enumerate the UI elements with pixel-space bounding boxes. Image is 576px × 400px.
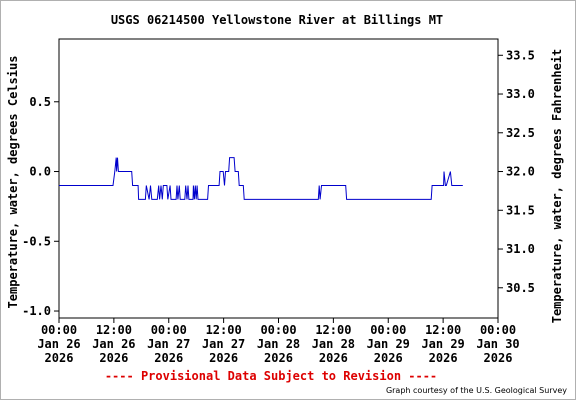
x-tick-label: 2026 [319, 351, 348, 365]
left-y-tick-label: -1.0 [22, 304, 51, 318]
right-y-tick-label: 31.5 [506, 203, 535, 217]
x-tick-label: Jan 28 [257, 337, 300, 351]
right-y-tick-label: 33.0 [506, 87, 535, 101]
x-tick-label: 2026 [99, 351, 128, 365]
x-tick-label: 2026 [209, 351, 238, 365]
plot-area [58, 38, 499, 319]
provisional-data-note: ---- Provisional Data Subject to Revisio… [105, 369, 437, 383]
x-tick-label: 00:00 [151, 323, 187, 337]
x-tick-label: 12:00 [206, 323, 242, 337]
x-tick-label: Jan 26 [92, 337, 135, 351]
x-tick-label: 2026 [45, 351, 74, 365]
usgs-credit: Graph courtesy of the U.S. Geological Su… [386, 386, 567, 395]
chart-title: USGS 06214500 Yellowstone River at Billi… [111, 13, 443, 27]
x-tick-label: 12:00 [96, 323, 132, 337]
x-tick-label: 00:00 [260, 323, 296, 337]
right-y-axis-label: Temperature, water, degrees Fahrenheit [550, 49, 564, 324]
x-tick-label: Jan 27 [147, 337, 190, 351]
left-y-tick-label: 0.0 [29, 165, 51, 179]
left-y-tick-label: -0.5 [22, 234, 51, 248]
right-y-tick-label: 31.0 [506, 242, 535, 256]
x-tick-label: Jan 27 [202, 337, 245, 351]
right-y-tick-label: 32.0 [506, 165, 535, 179]
x-tick-label: Jan 29 [421, 337, 464, 351]
right-y-tick-label: 32.5 [506, 126, 535, 140]
x-tick-label: Jan 28 [312, 337, 355, 351]
x-tick-label: Jan 30 [476, 337, 519, 351]
x-tick-label: 2026 [264, 351, 293, 365]
left-y-axis-label: Temperature, water, degrees Celsius [6, 56, 20, 309]
x-tick-label: 00:00 [480, 323, 516, 337]
x-tick-label: Jan 29 [367, 337, 410, 351]
left-y-tick-label: 0.5 [29, 95, 51, 109]
x-tick-label: 2026 [154, 351, 183, 365]
x-tick-label: 00:00 [41, 323, 77, 337]
x-tick-label: 2026 [429, 351, 458, 365]
right-y-tick-label: 33.5 [506, 48, 535, 62]
left-y-axis: -1.0 -0.5 0.0 0.5 [22, 95, 59, 318]
x-tick-label: 12:00 [425, 323, 461, 337]
x-tick-label: 12:00 [315, 323, 351, 337]
right-y-axis: 30.5 31.0 31.5 32.0 32.5 33.0 33.5 [498, 48, 535, 295]
x-tick-label: 2026 [374, 351, 403, 365]
right-y-tick-label: 30.5 [506, 281, 535, 295]
x-tick-label: 2026 [484, 351, 513, 365]
water-temperature-line [59, 157, 463, 200]
x-tick-label: Jan 26 [37, 337, 80, 351]
x-tick-label: 00:00 [370, 323, 406, 337]
